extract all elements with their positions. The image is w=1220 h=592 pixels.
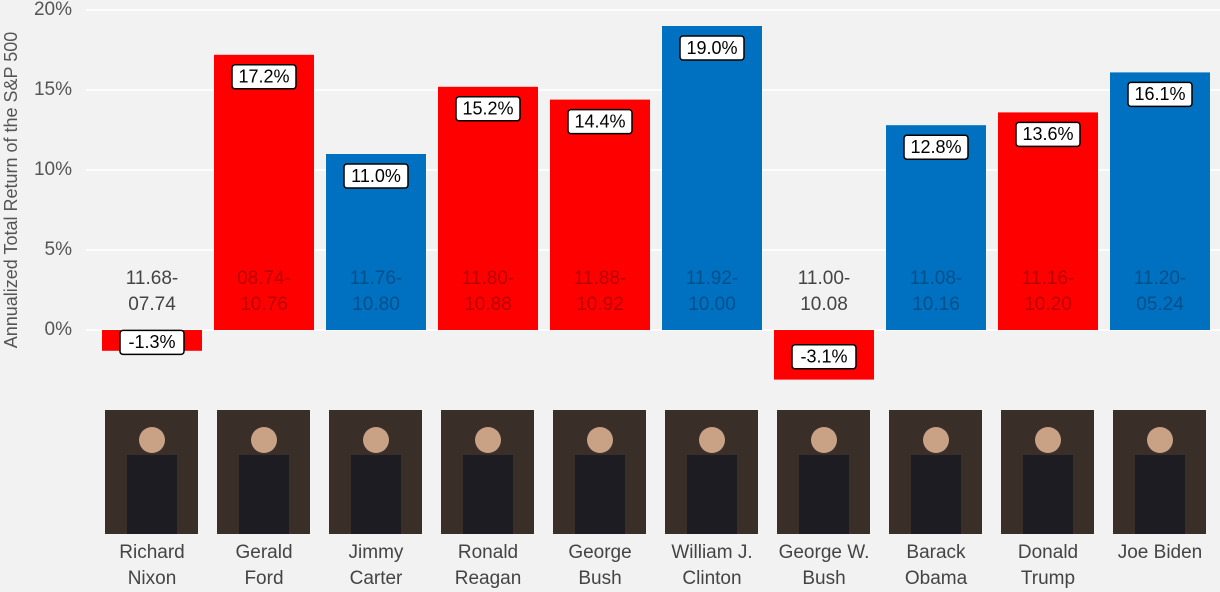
portrait-figure (911, 455, 961, 534)
period-label: 11.68- 07.74 (97, 266, 207, 318)
category-label: George Bush (544, 540, 656, 592)
portrait-figure (127, 455, 177, 534)
chart-page: Annualized Total Return of the S&P 500 0… (0, 0, 1220, 592)
y-tick-label: 20% (34, 0, 72, 20)
portrait-head (699, 427, 725, 453)
period-label: 11.08- 10.16 (881, 266, 991, 318)
value-label: 19.0% (686, 38, 737, 58)
portrait-figure (1135, 455, 1185, 534)
portrait-figure (1023, 455, 1073, 534)
category-label: Richard Nixon (96, 540, 208, 592)
category-label: Joe Biden (1104, 540, 1216, 566)
portrait-head (1147, 427, 1173, 453)
portrait-head (587, 427, 613, 453)
category-label: William J. Clinton (656, 540, 768, 592)
portrait-figure (687, 455, 737, 534)
value-label: 15.2% (462, 99, 513, 119)
category-label: Jimmy Carter (320, 540, 432, 592)
portrait-figure (463, 455, 513, 534)
value-label: 14.4% (574, 111, 625, 131)
portrait-figure (799, 455, 849, 534)
portrait-figure (239, 455, 289, 534)
period-label: 11.88- 10.92 (545, 266, 655, 318)
period-label: 11.16- 10.20 (993, 266, 1103, 318)
value-label: -3.1% (800, 347, 847, 367)
category-label: Barack Obama (880, 540, 992, 592)
y-tick-label: 10% (34, 159, 72, 180)
value-label: 12.8% (910, 137, 961, 157)
category-label: Donald Trump (992, 540, 1104, 592)
value-label: 11.0% (351, 166, 401, 186)
category-label: George W. Bush (768, 540, 880, 592)
portrait-head (1035, 427, 1061, 453)
value-label: 16.1% (1134, 84, 1185, 104)
value-label: -1.3% (128, 332, 175, 352)
portrait-head (811, 427, 837, 453)
value-label: 13.6% (1022, 124, 1073, 144)
period-label: 11.00- 10.08 (769, 266, 879, 318)
value-label: 17.2% (238, 67, 289, 87)
category-label: Ronald Reagan (432, 540, 544, 592)
y-axis-title: Annualized Total Return of the S&P 500 (1, 32, 21, 349)
period-label: 11.92- 10.00 (657, 266, 767, 318)
portrait-head (139, 427, 165, 453)
portrait-figure (351, 455, 401, 534)
period-label: 11.76- 10.80 (321, 266, 431, 318)
y-tick-label: 5% (45, 239, 73, 260)
portrait-figure (575, 455, 625, 534)
portrait-head (363, 427, 389, 453)
portrait-head (475, 427, 501, 453)
portrait-head (923, 427, 949, 453)
period-label: 08.74- 10.76 (209, 266, 319, 318)
y-tick-label: 15% (34, 79, 72, 100)
period-label: 11.80- 10.88 (433, 266, 543, 318)
period-label: 11.20- 05.24 (1105, 266, 1215, 318)
category-label: Gerald Ford (208, 540, 320, 592)
y-tick-label: 0% (45, 319, 73, 340)
portrait-head (251, 427, 277, 453)
